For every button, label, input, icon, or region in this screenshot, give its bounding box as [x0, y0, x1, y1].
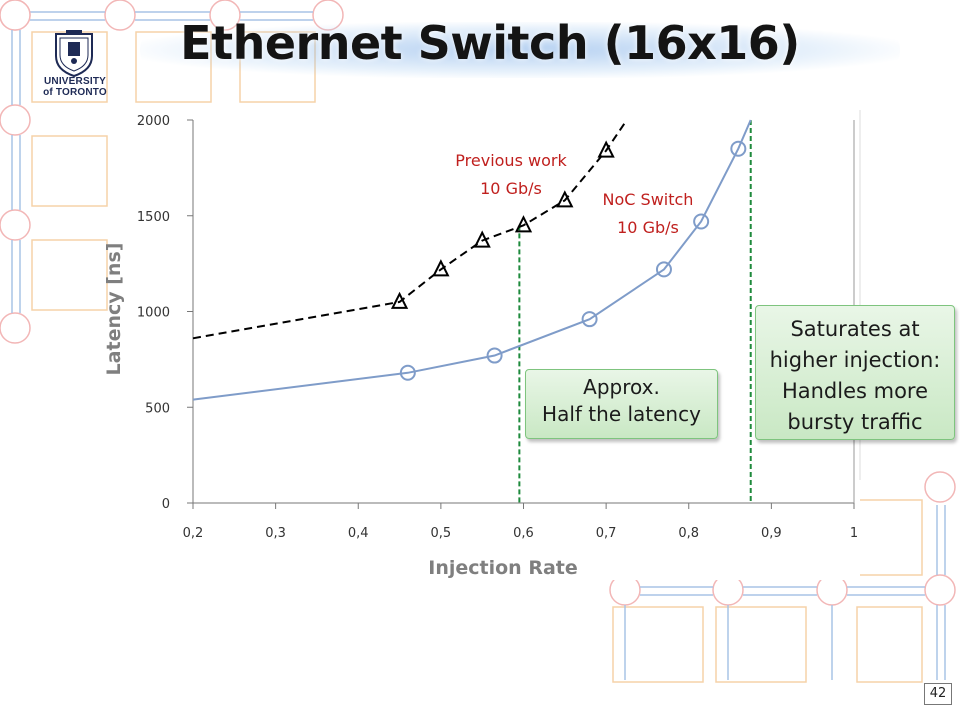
bg-chart-backdrop	[110, 110, 860, 580]
x-axis-title: Injection Rate	[428, 557, 577, 579]
circle-marker	[730, 140, 747, 157]
callout-sat-line1: Saturates at	[790, 317, 920, 341]
bg-box-b2	[715, 606, 807, 683]
series-label-1: NoC Switch	[603, 190, 694, 209]
callout-sat-line2: higher injection:	[769, 348, 941, 372]
bg-node-left-3	[0, 312, 31, 344]
callout-sat-line4: bursty traffic	[787, 410, 923, 434]
page-number: 42	[924, 683, 952, 705]
triangle-marker	[390, 291, 409, 309]
callout-half-line1: Approx.	[583, 375, 660, 399]
triangle-marker	[514, 215, 533, 233]
bg-box-l1	[31, 135, 108, 207]
circle-marker	[581, 311, 598, 328]
triangle-marker	[597, 140, 615, 158]
y-tick-label: 2000	[137, 114, 170, 129]
y-axis-title: Latency [ns]	[103, 243, 125, 376]
circle-marker	[399, 364, 416, 381]
bg-box-b1	[612, 606, 704, 683]
series-label-0: 10 Gb/s	[480, 179, 542, 198]
bg-box-l2	[31, 239, 108, 311]
series-label-0: Previous work	[455, 151, 567, 170]
slide-title: Ethernet Switch (16x16)	[180, 16, 800, 70]
logo-text-line1: UNIVERSITY	[43, 76, 106, 87]
bg-node-left-1	[0, 104, 31, 136]
x-tick-label: 0,6	[513, 526, 534, 541]
university-logo-text: UNIVERSITY of TORONTO	[38, 76, 112, 98]
crest-icon	[55, 30, 93, 78]
bg-node-left-0	[0, 0, 31, 31]
y-tick-label: 1500	[137, 210, 170, 225]
y-tick-label: 500	[145, 401, 170, 416]
x-tick-label: 0,7	[596, 526, 617, 541]
x-tick-label: 0,4	[348, 526, 369, 541]
y-tick-label: 0	[162, 497, 170, 512]
triangle-marker	[556, 190, 574, 208]
triangle-marker	[432, 259, 450, 277]
bg-box-r2	[856, 606, 923, 683]
triangle-marker	[473, 230, 491, 248]
circle-marker	[486, 347, 503, 364]
bg-node-right-0	[924, 471, 956, 503]
x-tick-label: 0,8	[678, 526, 699, 541]
series-line-1	[192, 119, 752, 401]
x-tick-label: 0,2	[183, 526, 204, 541]
x-tick-label: 0,5	[431, 526, 452, 541]
x-tick-label: 1	[850, 526, 858, 541]
plot-area: 0,2 0,3 0,4 0,5 0,6 0,7 0,8 0,9 1 0 500 1000 1500 200…	[137, 114, 858, 541]
x-tick-label: 0,9	[761, 526, 782, 541]
callout-half-latency: Approx. Half the latency	[525, 369, 718, 439]
series-line-0	[192, 119, 628, 340]
callout-half-line2: Half the latency	[542, 402, 701, 426]
series-label-1: 10 Gb/s	[617, 218, 679, 237]
circle-marker	[655, 261, 672, 278]
circle-marker	[693, 213, 710, 230]
bg-node-top-1	[104, 0, 136, 31]
title-glow	[140, 22, 900, 78]
x-tick-label: 0,3	[265, 526, 286, 541]
callout-sat-line3: Handles more	[781, 379, 929, 403]
bg-node-left-2	[0, 209, 31, 241]
bg-node-right-1	[924, 574, 956, 606]
logo-text-line2: of TORONTO	[43, 87, 107, 98]
callout-saturates: Saturates at higher injection: Handles m…	[755, 305, 955, 440]
y-tick-label: 1000	[137, 306, 170, 321]
